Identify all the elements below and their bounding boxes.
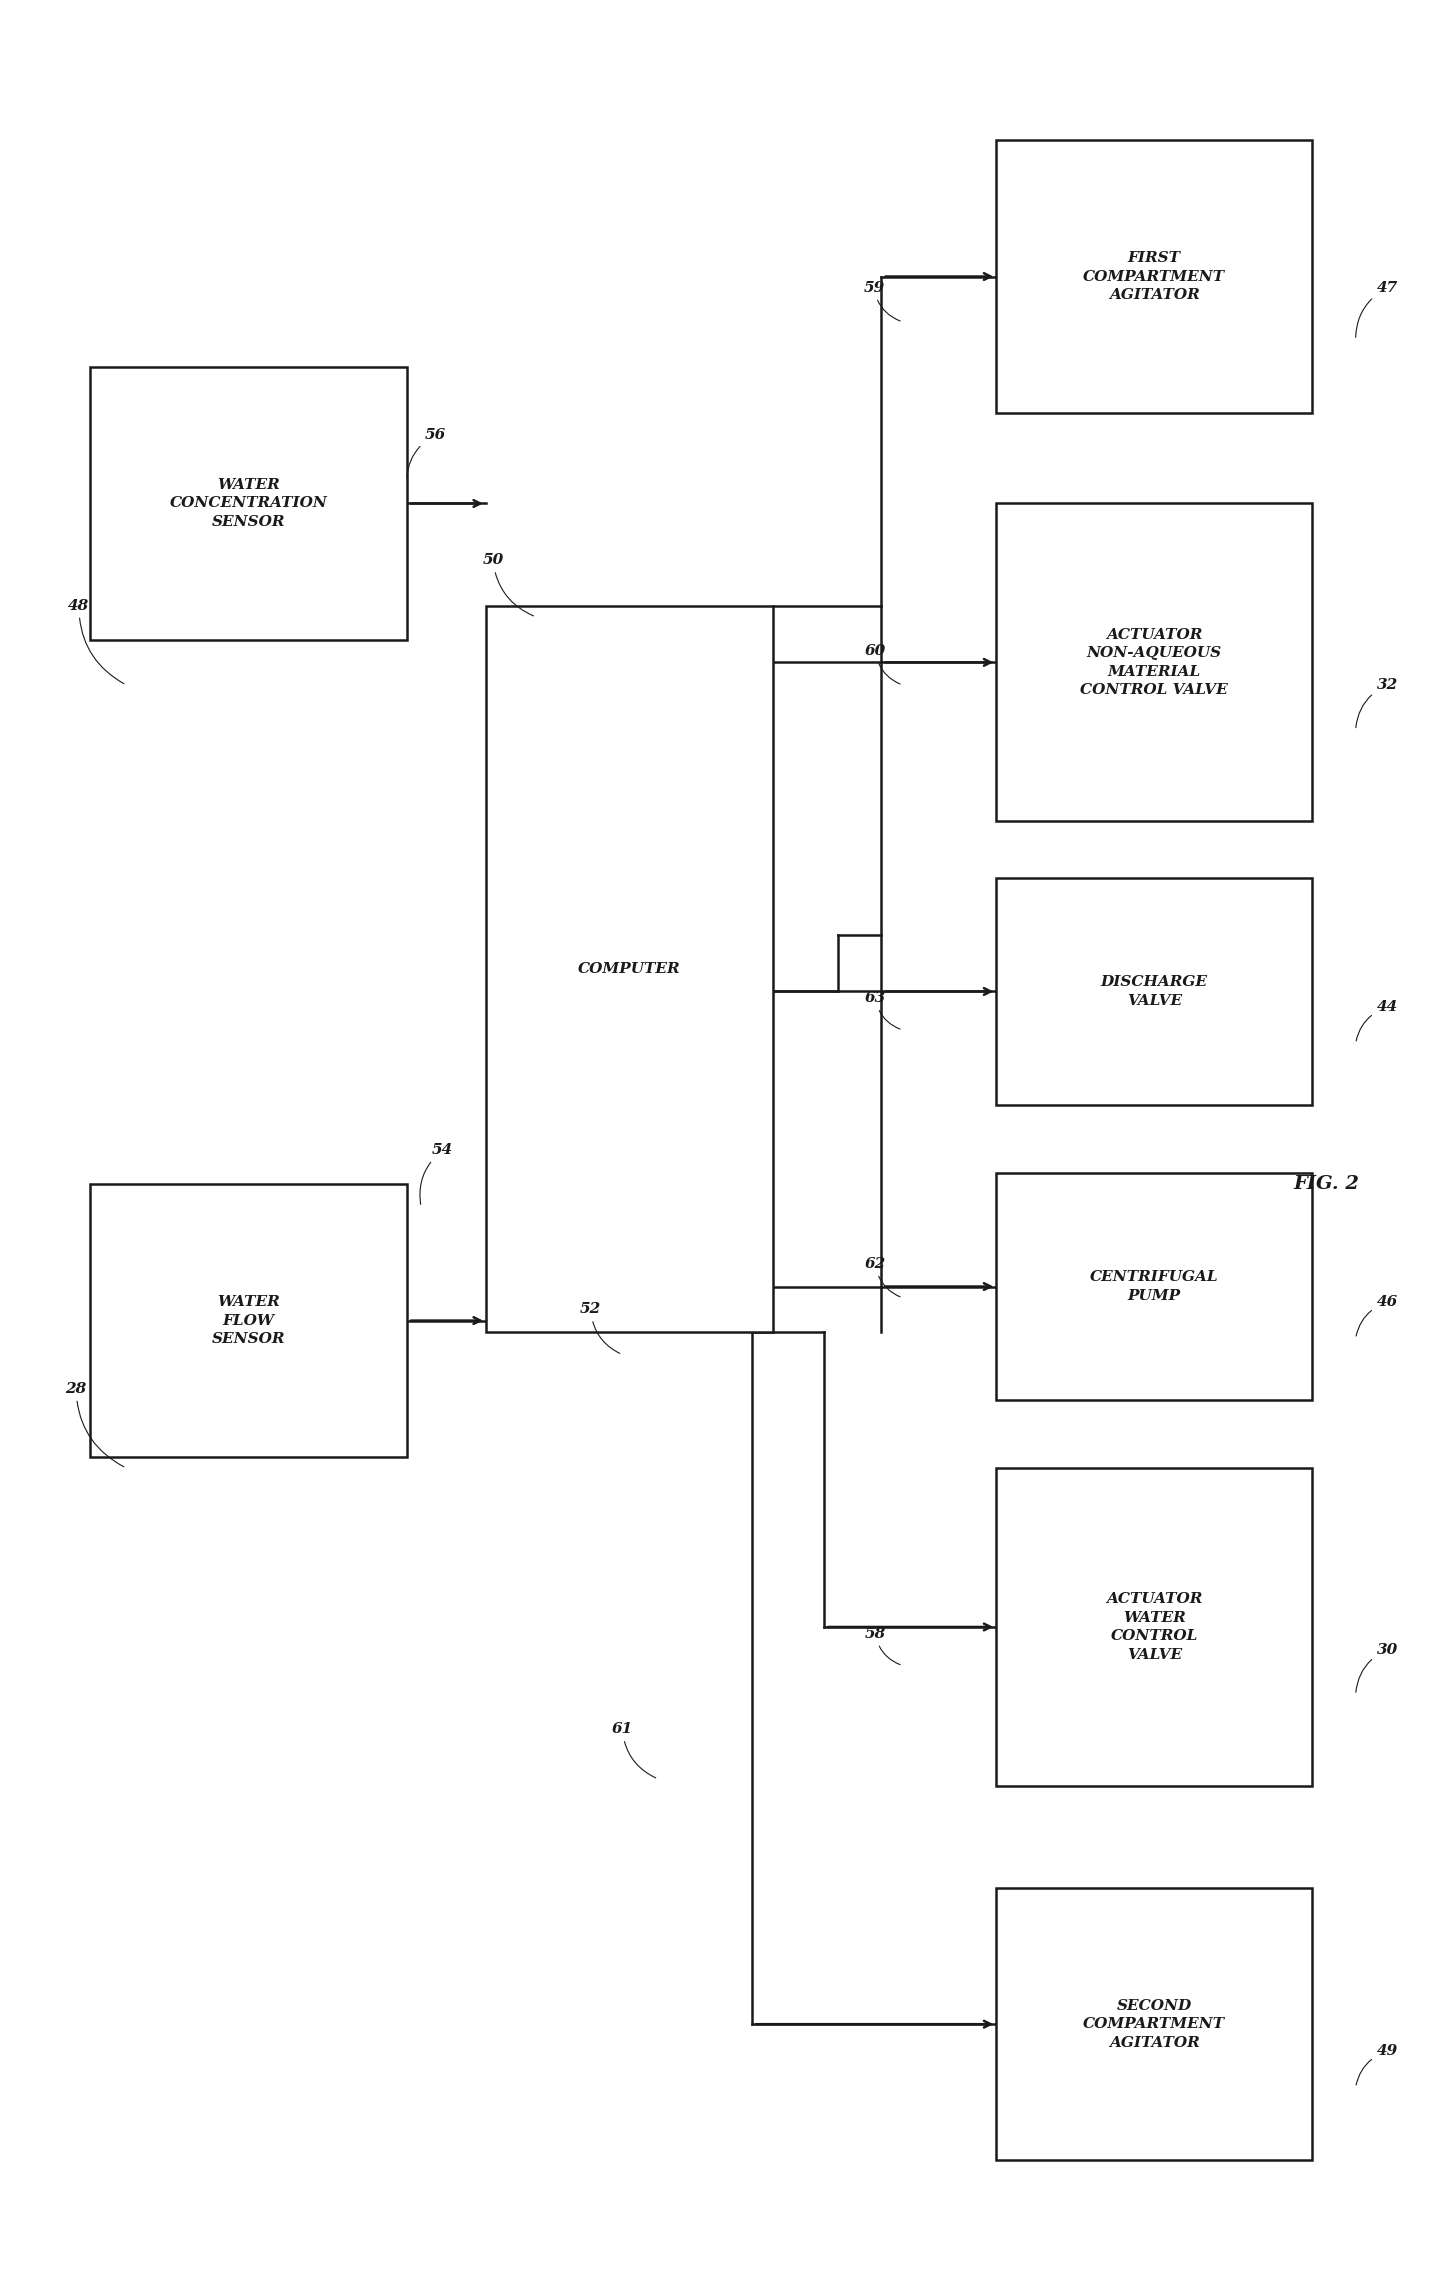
Text: 61: 61 xyxy=(612,1722,656,1777)
Text: 52: 52 xyxy=(580,1303,620,1353)
Text: 58: 58 xyxy=(865,1626,899,1665)
Text: 32: 32 xyxy=(1356,679,1398,727)
Bar xyxy=(996,877,1313,1105)
Bar xyxy=(486,606,774,1333)
Text: 46: 46 xyxy=(1356,1296,1398,1335)
Text: 48: 48 xyxy=(68,599,124,683)
Text: 47: 47 xyxy=(1356,280,1398,337)
Bar xyxy=(91,367,406,640)
Text: FIRST
COMPARTMENT
AGITATOR: FIRST COMPARTMENT AGITATOR xyxy=(1083,251,1225,303)
Text: 56: 56 xyxy=(406,428,447,478)
Bar xyxy=(91,1185,406,1456)
Text: 44: 44 xyxy=(1356,1000,1398,1041)
Bar xyxy=(996,1467,1313,1786)
Text: ACTUATOR
NON-AQUEOUS
MATERIAL
CONTROL VALVE: ACTUATOR NON-AQUEOUS MATERIAL CONTROL VA… xyxy=(1080,629,1228,697)
Text: 54: 54 xyxy=(419,1144,453,1205)
Bar xyxy=(996,1173,1313,1401)
Text: 30: 30 xyxy=(1356,1642,1398,1693)
Text: 62: 62 xyxy=(865,1257,899,1296)
Text: 60: 60 xyxy=(865,645,899,683)
Text: SECOND
COMPARTMENT
AGITATOR: SECOND COMPARTMENT AGITATOR xyxy=(1083,1998,1225,2050)
Text: FIG. 2: FIG. 2 xyxy=(1294,1175,1359,1194)
Text: 59: 59 xyxy=(863,280,899,321)
Text: CENTRIFUGAL
PUMP: CENTRIFUGAL PUMP xyxy=(1090,1271,1219,1303)
Bar xyxy=(996,1888,1313,2160)
Text: DISCHARGE
VALVE: DISCHARGE VALVE xyxy=(1100,975,1207,1007)
Bar xyxy=(996,503,1313,822)
Text: WATER
CONCENTRATION
SENSOR: WATER CONCENTRATION SENSOR xyxy=(169,478,327,528)
Text: 50: 50 xyxy=(483,554,534,615)
Bar xyxy=(996,141,1313,412)
Text: 63: 63 xyxy=(865,991,899,1030)
Text: 49: 49 xyxy=(1356,2043,1398,2084)
Text: 28: 28 xyxy=(65,1383,124,1467)
Text: ACTUATOR
WATER
CONTROL
VALVE: ACTUATOR WATER CONTROL VALVE xyxy=(1106,1592,1203,1661)
Text: WATER
FLOW
SENSOR: WATER FLOW SENSOR xyxy=(211,1296,285,1346)
Text: COMPUTER: COMPUTER xyxy=(578,961,681,975)
